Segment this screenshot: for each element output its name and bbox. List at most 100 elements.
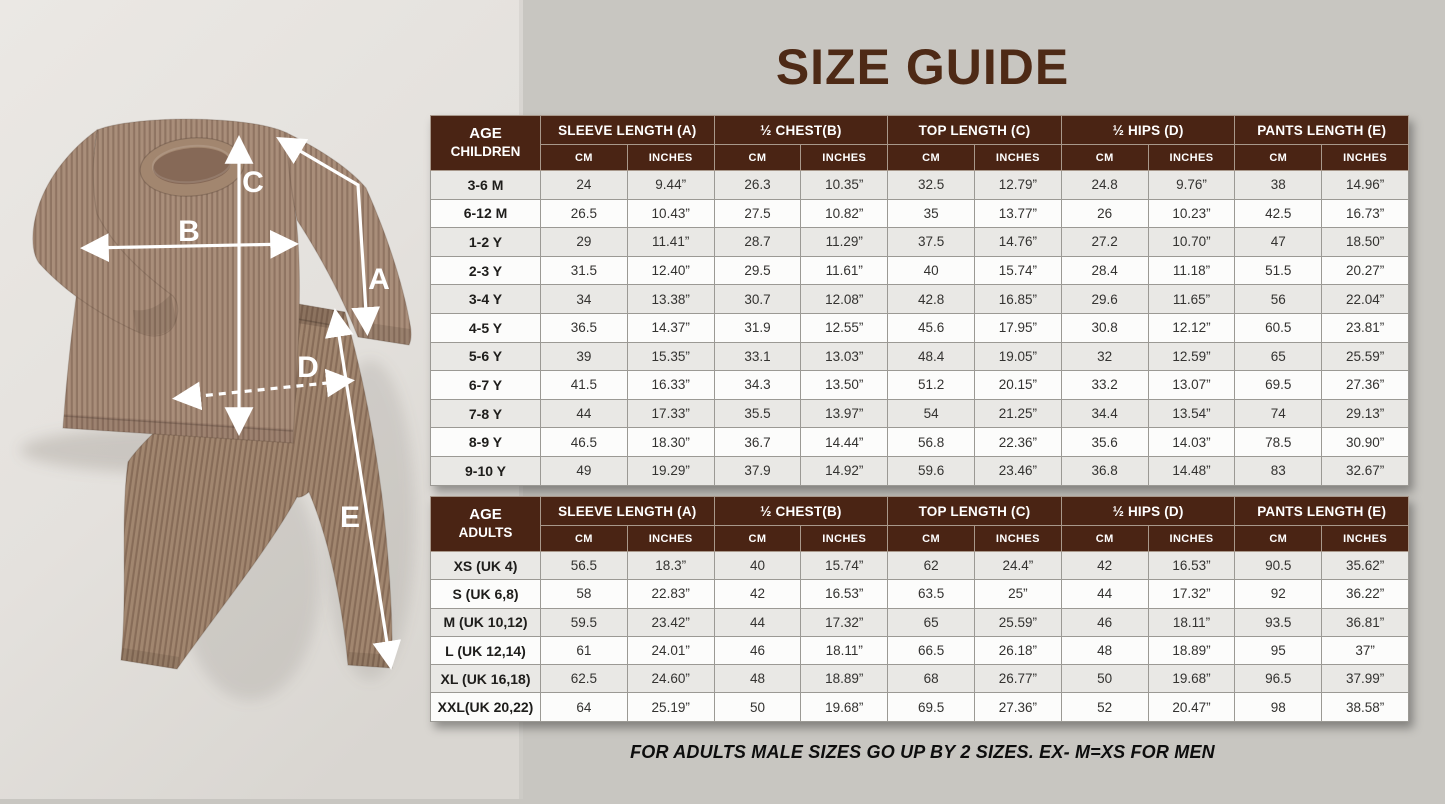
measurement-arrows (80, 135, 402, 670)
value-cell: 37.5 (887, 227, 975, 257)
age-corner-line1: AGE (469, 125, 502, 143)
value-cell: 27.5 (713, 198, 802, 229)
value-cell: 15.74” (800, 550, 889, 581)
value-cell: 37” (1321, 635, 1409, 666)
value-cell: 27.36” (1321, 370, 1409, 400)
value-cell: 33.2 (1060, 370, 1149, 400)
value-cell: 42.8 (887, 284, 975, 314)
value-cell: 23.46” (973, 455, 1062, 486)
value-cell: 58 (540, 579, 628, 609)
value-cell: 62.5 (540, 664, 628, 694)
size-note: FOR ADULTS MALE SIZES GO UP BY 2 SIZES. … (630, 742, 1215, 762)
value-cell: 44 (713, 607, 802, 637)
value-cell: 18.30” (626, 427, 715, 457)
unit-header: CM (887, 144, 975, 171)
value-cell: 59.5 (540, 607, 628, 637)
value-cell: 17.32” (1147, 579, 1236, 609)
value-cell: 31.5 (540, 255, 628, 286)
value-cell: 24.60” (626, 664, 715, 694)
value-cell: 16.85” (973, 284, 1062, 314)
value-cell: 18.89” (1147, 635, 1236, 666)
age-corner-line2: CHILDREN (450, 143, 521, 159)
table-row: L (UK 12,14) 61 24.01” 46 18.11” 66.5 26.18” 48… (430, 635, 1409, 666)
value-cell: 19.68” (1147, 664, 1236, 694)
value-cell: 26.5 (540, 198, 628, 229)
value-cell: 9.44” (626, 170, 715, 200)
unit-header: INCHES (1147, 525, 1236, 552)
value-cell: 14.76” (973, 227, 1062, 257)
value-cell: 13.50” (800, 370, 889, 400)
arrow-e-pants-length (324, 308, 402, 670)
value-cell: 98 (1234, 692, 1323, 722)
value-cell: 20.47” (1147, 692, 1236, 722)
unit-header: CM (1060, 525, 1149, 552)
value-cell: 25” (973, 579, 1062, 609)
size-label-cell: L (UK 12,14) (430, 635, 541, 666)
value-cell: 93.5 (1234, 607, 1323, 637)
table-row: 8-9 Y 46.5 18.30” 36.7 14.44” 56.8 22.36” 35.6 1… (430, 427, 1409, 457)
value-cell: 38.58” (1321, 692, 1409, 722)
page-title: SIZE GUIDE (775, 39, 1070, 95)
arrow-a-sleeve (276, 136, 381, 336)
table-row: XS (UK 4) 56.5 18.3” 40 15.74” 62 24.4” 42 16.53… (430, 550, 1409, 581)
value-cell: 62 (887, 550, 975, 581)
value-cell: 18.11” (800, 635, 889, 666)
value-cell: 61 (540, 635, 628, 666)
value-cell: 14.44” (800, 427, 889, 457)
value-cell: 20.15” (973, 370, 1062, 400)
value-cell: 16.33” (626, 370, 715, 400)
value-cell: 11.18” (1147, 255, 1236, 286)
size-label-cell: S (UK 6,8) (430, 579, 541, 609)
value-cell: 78.5 (1234, 427, 1323, 457)
value-cell: 10.43” (626, 198, 715, 229)
value-cell: 40 (887, 255, 975, 286)
value-cell: 12.59” (1147, 341, 1236, 372)
table-row: 3-4 Y 34 13.38” 30.7 12.08” 42.8 16.85” 29.6 11.… (430, 284, 1409, 314)
measurement-group-header: ½ HIPS (D) (1060, 496, 1236, 526)
unit-header: INCHES (1147, 144, 1236, 171)
value-cell: 18.3” (626, 550, 715, 581)
value-cell: 24 (540, 170, 628, 200)
value-cell: 10.82” (800, 198, 889, 229)
unit-header: CM (713, 144, 802, 171)
value-cell: 24.8 (1060, 170, 1149, 200)
measurement-label-c: C (242, 166, 264, 199)
value-cell: 35.5 (713, 398, 802, 429)
value-cell: 69.5 (887, 692, 975, 722)
value-cell: 54 (887, 398, 975, 429)
value-cell: 17.95” (973, 312, 1062, 343)
value-cell: 47 (1234, 227, 1323, 257)
children-size-table: AGE CHILDREN SLEEVE LENGTH (A) ½ CHEST(B) TO… (430, 115, 1409, 486)
value-cell: 16.53” (800, 579, 889, 609)
value-cell: 11.41” (626, 227, 715, 257)
measurement-group-header: ½ CHEST(B) (713, 115, 889, 145)
value-cell: 36.81” (1321, 607, 1409, 637)
table-row: 2-3 Y 31.5 12.40” 29.5 11.61” 40 15.74” 28.4 11.… (430, 255, 1409, 286)
table-row: 3-6 M 24 9.44” 26.3 10.35” 32.5 12.79” 24.8 9.76… (430, 170, 1409, 200)
age-corner-header: AGE ADULTS (430, 496, 541, 552)
table-row: 6-12 M 26.5 10.43” 27.5 10.82” 35 13.77” 26 10.2… (430, 198, 1409, 229)
unit-header: INCHES (1321, 525, 1409, 552)
unit-header: INCHES (626, 525, 715, 552)
value-cell: 92 (1234, 579, 1323, 609)
table-row: XXL(UK 20,22) 64 25.19” 50 19.68” 69.5 27.36” 5… (430, 692, 1409, 722)
value-cell: 11.65” (1147, 284, 1236, 314)
arrow-b-chest (80, 230, 299, 262)
value-cell: 22.36” (973, 427, 1062, 457)
value-cell: 20.27” (1321, 255, 1409, 286)
unit-header: CM (540, 144, 628, 171)
size-label-cell: 6-7 Y (430, 370, 541, 400)
value-cell: 18.89” (800, 664, 889, 694)
value-cell: 14.92” (800, 455, 889, 486)
value-cell: 46 (1060, 607, 1149, 637)
measurement-group-header: ½ CHEST(B) (713, 496, 889, 526)
value-cell: 21.25” (973, 398, 1062, 429)
size-label-cell: 7-8 Y (430, 398, 541, 429)
size-label-cell: XXL(UK 20,22) (430, 692, 541, 722)
value-cell: 13.54” (1147, 398, 1236, 429)
value-cell: 25.59” (973, 607, 1062, 637)
table-row: 5-6 Y 39 15.35” 33.1 13.03” 48.4 19.05” 32 12.59… (430, 341, 1409, 372)
size-label-cell: 4-5 Y (430, 312, 541, 343)
value-cell: 56.8 (887, 427, 975, 457)
value-cell: 30.8 (1060, 312, 1149, 343)
